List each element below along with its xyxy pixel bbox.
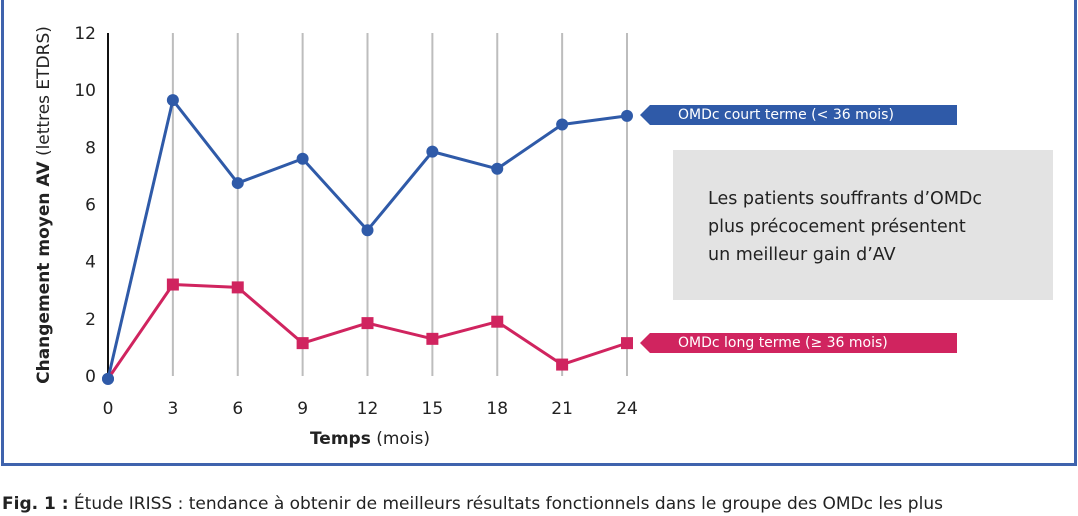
data-point <box>426 332 439 345</box>
data-point <box>491 315 504 328</box>
data-point <box>296 337 309 350</box>
caption-text: Étude IRISS : tendance à obtenir de meil… <box>68 494 943 514</box>
y-axis-title: Changement moyen AV (lettres ETDRS) <box>34 26 54 384</box>
x-tick-label: 12 <box>357 399 379 419</box>
legend-arrow-icon <box>640 105 650 125</box>
data-point <box>102 372 114 385</box>
figure-frame <box>1 0 1077 466</box>
figure-caption: Fig. 1 : Étude IRISS : tendance à obteni… <box>2 494 943 514</box>
annotation-text: Les patients souffrants d’OMDc plus préc… <box>708 189 983 265</box>
x-tick-label: 3 <box>167 399 178 419</box>
data-point <box>491 162 504 175</box>
x-tick-label: 9 <box>297 399 308 419</box>
y-tick-label: 12 <box>74 24 96 44</box>
y-tick-label: 10 <box>74 81 96 101</box>
data-point <box>621 109 633 122</box>
y-tick-label: 0 <box>85 367 96 387</box>
caption-label: Fig. 1 : <box>2 494 69 514</box>
x-tick-label: 18 <box>486 399 508 419</box>
data-point <box>361 317 374 330</box>
y-tick-label: 6 <box>85 196 96 216</box>
data-point <box>361 224 374 237</box>
data-point <box>556 118 569 131</box>
x-tick-label: 21 <box>551 399 573 419</box>
legend-long-term: OMDc long terme (≥ 36 mois) <box>640 333 957 353</box>
data-point <box>231 281 244 294</box>
x-axis-title: Temps (mois) <box>310 429 430 449</box>
annotation-box: Les patients souffrants d’OMDc plus préc… <box>673 150 1053 300</box>
y-tick-label: 8 <box>85 138 96 158</box>
data-point <box>621 337 633 350</box>
legend-short-term: OMDc court terme (< 36 mois) <box>640 105 957 125</box>
y-tick-label: 4 <box>85 253 96 273</box>
x-tick-label: 24 <box>616 399 638 419</box>
data-point <box>296 152 309 165</box>
x-tick-label: 0 <box>103 399 114 419</box>
x-tick-label: 15 <box>422 399 444 419</box>
data-point <box>166 278 179 291</box>
legend-arrow-icon <box>640 333 650 353</box>
x-tick-label: 6 <box>232 399 243 419</box>
legend-label: OMDc long terme (≥ 36 mois) <box>650 333 957 353</box>
y-tick-label: 2 <box>85 310 96 330</box>
legend-label: OMDc court terme (< 36 mois) <box>650 105 957 125</box>
data-point <box>166 94 179 107</box>
data-point <box>231 177 244 190</box>
data-point <box>556 358 569 371</box>
data-point <box>426 145 439 158</box>
